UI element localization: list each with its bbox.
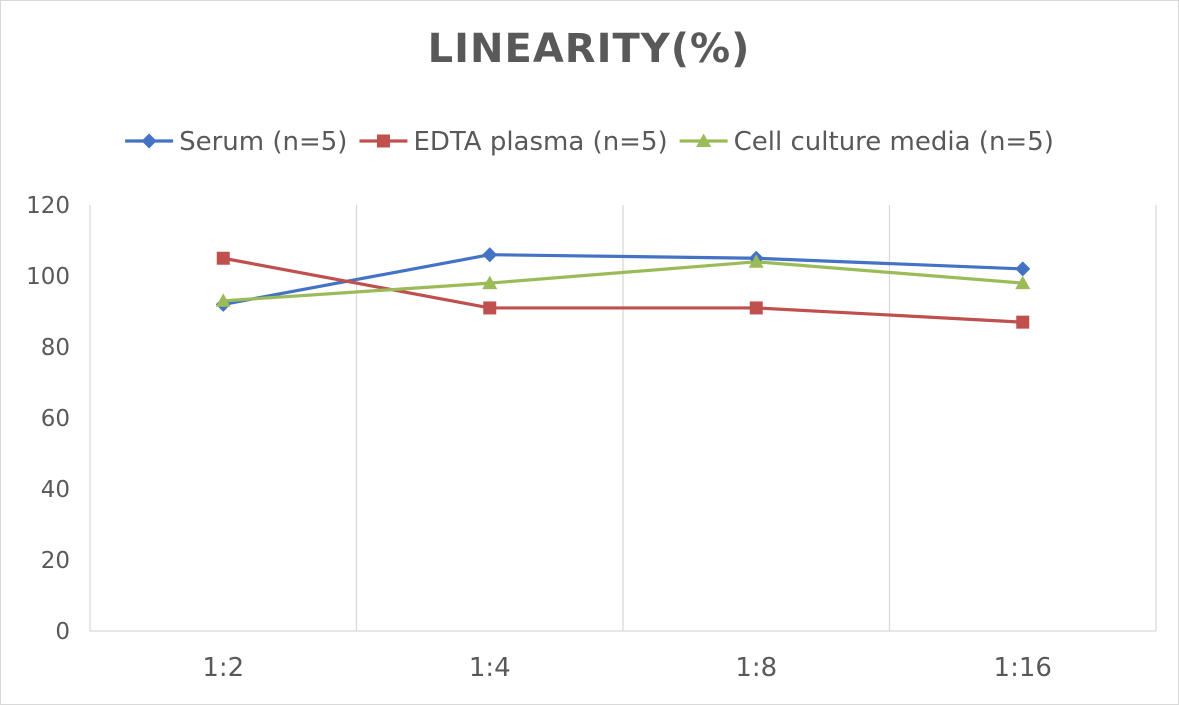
data-point-marker	[1016, 315, 1030, 329]
y-tick-label: 100	[26, 264, 70, 290]
series-lines	[221, 253, 1025, 324]
legend-label: EDTA plasma (n=5)	[413, 127, 667, 157]
legend-item: EDTA plasma (n=5)	[359, 127, 668, 157]
y-tick-label: 20	[41, 548, 70, 574]
series-markers	[215, 247, 1031, 329]
legend-marker-swatch	[696, 133, 712, 147]
x-tick-label: 1:8	[735, 653, 777, 683]
chart-title: LINEARITY(%)	[428, 26, 751, 72]
data-point-marker	[483, 301, 497, 315]
legend-item: Cell culture media (n=5)	[679, 127, 1054, 157]
y-tick-label: 80	[41, 335, 70, 361]
y-tick-label: 60	[41, 406, 70, 432]
x-axis-tick-labels: 1:2 1:4 1:8 1:16	[202, 653, 1052, 683]
y-tick-label: 120	[26, 193, 70, 219]
data-point-marker	[749, 301, 763, 315]
legend-marker-swatch	[141, 133, 157, 149]
data-point-marker	[215, 293, 231, 307]
y-axis-tick-labels: 0 20 40 60 80 100 120	[26, 193, 70, 645]
series-line-1	[221, 256, 1025, 324]
data-point-marker	[482, 275, 498, 290]
legend-label: Serum (n=5)	[179, 127, 347, 157]
data-point-marker	[1015, 275, 1031, 290]
data-point-marker	[1015, 261, 1031, 277]
data-point-marker	[748, 254, 764, 268]
series-line-2	[221, 260, 1025, 303]
data-point-marker	[216, 251, 230, 265]
gridlines	[89, 205, 1157, 632]
legend-item: Serum (n=5)	[125, 127, 347, 157]
x-tick-label: 1:4	[469, 653, 511, 683]
data-point-marker	[482, 247, 498, 263]
x-tick-label: 1:16	[994, 653, 1052, 683]
x-tick-label: 1:2	[202, 653, 244, 683]
legend: Serum (n=5) EDTA plasma (n=5) Cell culture…	[125, 127, 1054, 157]
legend-marker-swatch	[376, 134, 390, 148]
legend-label: Cell culture media (n=5)	[734, 127, 1054, 157]
series-line-0	[221, 253, 1025, 306]
y-tick-label: 40	[41, 477, 70, 503]
y-tick-label: 0	[55, 619, 70, 645]
